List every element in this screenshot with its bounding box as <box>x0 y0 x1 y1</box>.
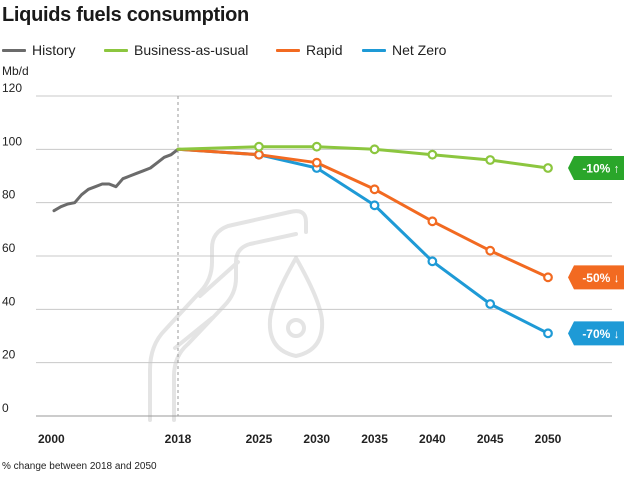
x-tick-label-2050: 2050 <box>535 432 562 446</box>
point-bau-2050 <box>543 163 553 173</box>
y-axis-unit: Mb/d <box>2 64 29 78</box>
point-bau-2035 <box>369 144 380 155</box>
point-netzero-2035 <box>369 200 380 211</box>
x-tick-label-2025: 2025 <box>246 432 273 446</box>
point-rapid-2045 <box>485 245 496 256</box>
grid <box>36 95 612 417</box>
y-tick-label-40: 40 <box>2 294 16 308</box>
legend-label-history: History <box>32 42 76 58</box>
point-rapid-2035 <box>369 184 380 195</box>
fuel-nozzle-watermark-icon <box>148 209 325 422</box>
x-tick-label-2030: 2030 <box>303 432 330 446</box>
badge-shape-bau <box>568 156 624 180</box>
badge-shape-rapid <box>568 265 624 290</box>
series-line-history <box>52 147 180 213</box>
badge-shape-netzero <box>568 321 624 346</box>
point-rapid-2050 <box>543 272 553 283</box>
badge-rapid: -50% ↓ <box>568 265 624 290</box>
y-tick-label-120: 120 <box>2 81 22 95</box>
legend-item-bau: Business-as-usual <box>104 41 248 59</box>
point-bau-2025 <box>254 141 264 152</box>
legend-swatch-bau <box>104 48 128 52</box>
badge-netzero: -70% ↓ <box>568 321 624 346</box>
footnote: % change between 2018 and 2050 <box>2 461 157 472</box>
legend: History Business-as-usual Rapid Net Zero <box>2 41 602 59</box>
y-tick-label-100: 100 <box>2 134 22 148</box>
badge-label-bau: -10% ↑ <box>582 162 619 176</box>
y-tick-label-60: 60 <box>2 241 16 255</box>
badges: -10% ↑ -50% ↓ -70% ↓ <box>568 156 624 346</box>
point-bau-2040 <box>427 149 438 160</box>
point-rapid-2040 <box>427 216 438 227</box>
legend-label-bau: Business-as-usual <box>134 42 249 58</box>
series-layer <box>52 141 553 339</box>
point-rapid-2030 <box>311 157 322 168</box>
point-netzero-2040 <box>427 256 438 267</box>
legend-swatch-netzero <box>362 48 386 52</box>
badge-bau: -10% ↑ <box>568 156 624 180</box>
point-bau-2030 <box>311 141 322 152</box>
legend-item-rapid: Rapid <box>276 41 343 59</box>
x-tick-label-2035: 2035 <box>361 432 388 446</box>
badge-label-rapid: -50% ↓ <box>582 271 619 285</box>
point-netzero-2045 <box>485 299 496 309</box>
x-tick-label-2000: 2000 <box>38 432 65 446</box>
badge-label-netzero: -70% ↓ <box>582 327 619 341</box>
legend-label-netzero: Net Zero <box>392 42 447 58</box>
y-tick-label-0: 0 <box>2 401 9 415</box>
series-line-rapid <box>176 147 550 279</box>
legend-swatch-history <box>2 48 26 52</box>
point-rapid-2025 <box>254 149 264 160</box>
chart-title: Liquids fuels consumption <box>2 4 249 26</box>
point-bau-2045 <box>485 155 496 165</box>
legend-swatch-rapid <box>276 48 300 52</box>
x-tick-label-2040: 2040 <box>419 432 446 446</box>
x-tick-label-2018: 2018 <box>165 432 192 446</box>
legend-item-netzero: Net Zero <box>362 41 446 59</box>
x-tick-label-2045: 2045 <box>477 432 504 446</box>
y-tick-label-80: 80 <box>2 188 16 202</box>
legend-item-history: History <box>2 41 76 59</box>
point-netzero-2050 <box>543 328 553 339</box>
y-tick-label-20: 20 <box>2 348 16 362</box>
legend-label-rapid: Rapid <box>306 42 343 58</box>
